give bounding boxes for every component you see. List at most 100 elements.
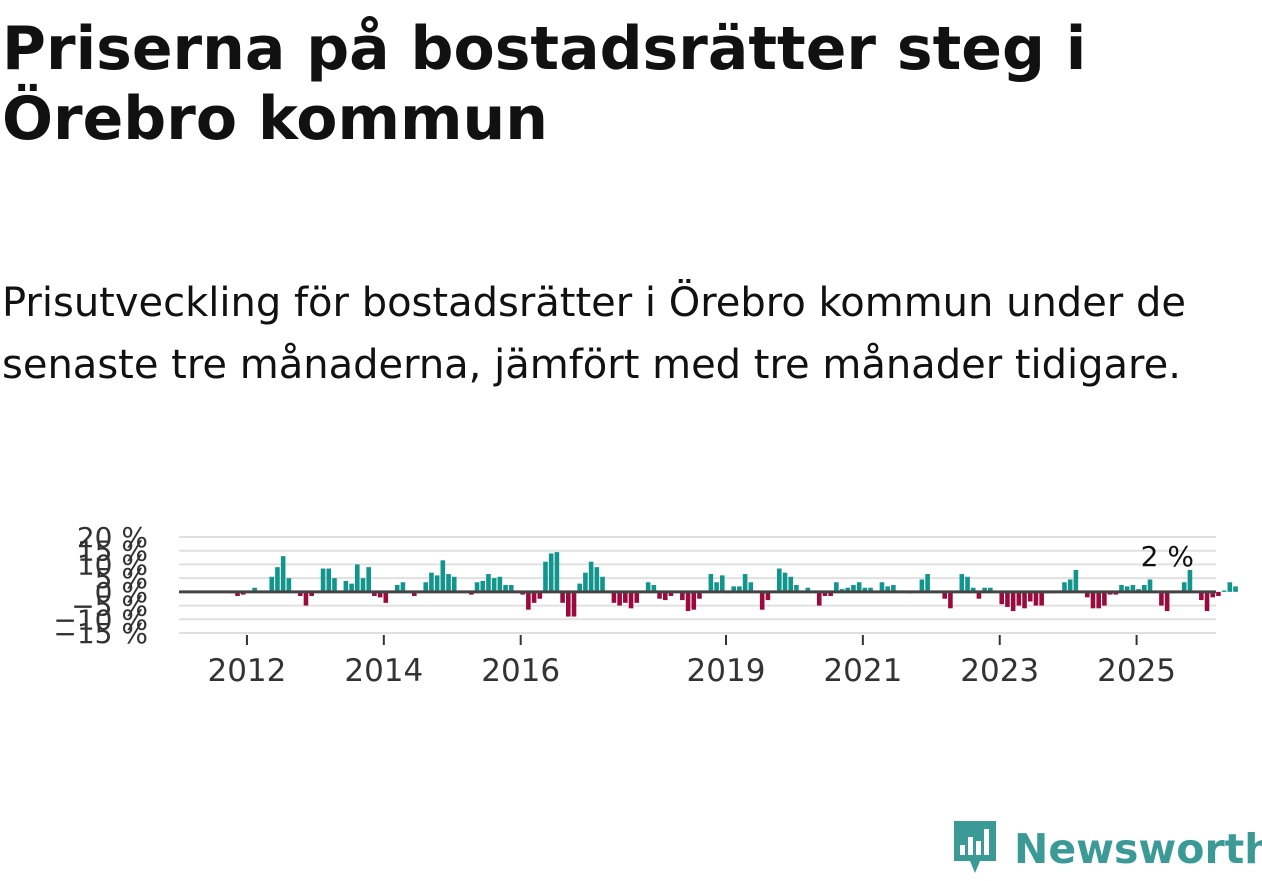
bar — [965, 576, 970, 592]
bar — [1130, 585, 1136, 592]
y-tick-label: −15 % — [53, 617, 148, 650]
bar — [845, 587, 851, 592]
y-tick-label: 15 % — [77, 535, 148, 568]
bar — [571, 591, 577, 617]
bar — [1119, 585, 1124, 592]
bar-chart-logo-icon — [950, 817, 1000, 881]
bar — [851, 585, 856, 592]
bar — [600, 576, 605, 592]
bar — [434, 575, 440, 592]
bar — [412, 591, 417, 596]
x-tick-label: 2014 — [344, 653, 423, 689]
bar — [777, 568, 782, 592]
bar — [1142, 585, 1147, 592]
gridlines — [179, 536, 1216, 634]
bar — [383, 591, 389, 603]
bar — [714, 582, 719, 592]
bar — [868, 587, 873, 592]
bar — [1181, 582, 1187, 592]
bar — [286, 578, 292, 592]
bar — [1067, 579, 1073, 592]
bar — [400, 582, 406, 592]
y-tick-label: −10 % — [53, 603, 148, 636]
bar — [566, 591, 571, 617]
bar — [657, 591, 662, 599]
bar — [531, 591, 537, 603]
bar — [788, 576, 794, 592]
bar — [497, 576, 503, 592]
x-tick-label: 2012 — [207, 653, 286, 689]
bar — [1022, 591, 1027, 609]
bar — [474, 582, 480, 592]
bar — [1164, 591, 1170, 612]
y-tick-label: −5 % — [71, 590, 148, 623]
y-tick-label: 0 % — [95, 576, 148, 609]
bar — [1084, 591, 1090, 598]
bar — [560, 591, 565, 603]
bar — [982, 587, 987, 592]
x-axis: 2012 2014 2016 2019 2021 2023 2025 — [207, 635, 1176, 689]
bar — [731, 586, 736, 592]
bar — [759, 591, 765, 610]
bar — [617, 591, 622, 606]
bar — [925, 574, 930, 592]
logo-text: Newsworthy — [1014, 825, 1262, 873]
x-tick-label: 2021 — [823, 653, 902, 689]
bar — [446, 574, 451, 592]
bars — [179, 552, 1238, 617]
y-tick-label: 5 % — [95, 562, 148, 595]
bar — [1102, 591, 1107, 606]
bar — [1005, 591, 1010, 607]
price-change-bar-chart: 20 %15 %10 %5 %0 %−5 %−10 %−15 % 2012 201… — [53, 521, 1238, 689]
bar — [1204, 591, 1210, 612]
bar — [440, 560, 446, 592]
bar — [805, 587, 811, 592]
bar — [320, 568, 326, 592]
bar — [782, 572, 788, 592]
bar — [1147, 579, 1153, 592]
bar — [651, 585, 657, 592]
bar — [588, 561, 594, 592]
bar — [680, 591, 685, 601]
chart-subtitle: Prisutveckling för bostadsrätter i Örebr… — [2, 280, 1186, 388]
bar — [634, 591, 640, 603]
bar — [1233, 586, 1238, 592]
bar — [748, 582, 754, 592]
bar — [1159, 591, 1164, 606]
bar — [737, 586, 742, 592]
bar — [645, 582, 651, 592]
bar — [691, 591, 697, 610]
bar — [856, 582, 862, 592]
bar — [708, 574, 714, 592]
bar — [503, 585, 508, 592]
bar — [429, 572, 434, 592]
last-value-label: 2 % — [1141, 540, 1194, 573]
bar — [491, 578, 497, 592]
bar — [1090, 591, 1096, 609]
bar — [1124, 586, 1130, 592]
bar — [423, 582, 429, 592]
x-tick-label: 2016 — [481, 653, 560, 689]
bar — [1027, 591, 1033, 602]
bar — [526, 591, 531, 610]
bar — [816, 591, 822, 606]
bar — [988, 587, 993, 592]
bar — [970, 587, 976, 592]
bar — [280, 556, 286, 592]
bar — [508, 585, 514, 592]
bar — [583, 572, 588, 592]
bar — [377, 591, 383, 598]
bar — [554, 552, 560, 592]
bar — [1039, 591, 1044, 606]
bar — [1062, 582, 1067, 592]
bar — [959, 574, 965, 592]
bar — [765, 591, 771, 601]
bar — [834, 582, 839, 592]
bar — [668, 591, 674, 596]
bar — [822, 591, 828, 596]
page-title: Priserna på bostadsrätter steg i Örebro … — [2, 14, 1087, 154]
bar — [879, 582, 885, 592]
bar — [366, 567, 371, 592]
x-tick-label: 2023 — [960, 653, 1039, 689]
bar — [548, 553, 554, 592]
